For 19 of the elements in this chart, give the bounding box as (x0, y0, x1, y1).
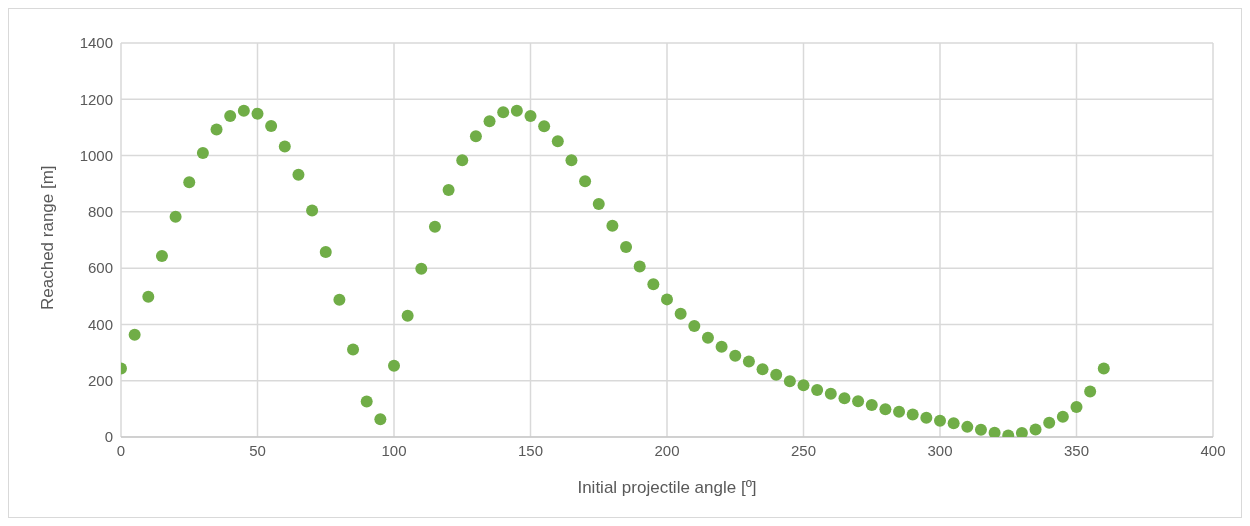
x-tick-label: 400 (1200, 441, 1226, 459)
y-tick-label: 0 (104, 428, 113, 446)
x-axis-title: Initial projectile angle [º] (577, 478, 757, 497)
y-tick-label: 800 (87, 203, 113, 221)
y-tick-label: 600 (87, 259, 113, 277)
x-tick-label: 0 (116, 441, 126, 459)
y-tick-label: 1000 (79, 146, 113, 164)
y-tick-label: 1200 (79, 90, 113, 108)
x-tick-label: 250 (790, 441, 817, 459)
y-tick-label: 400 (87, 315, 113, 333)
y-tick-label: 200 (87, 372, 113, 390)
x-tick-label: 150 (517, 441, 544, 459)
y-tick-label: 1400 (79, 34, 113, 52)
x-tick-label: 350 (1063, 441, 1090, 459)
x-tick-label: 300 (927, 441, 953, 459)
x-tick-label: 50 (249, 441, 266, 459)
y-axis-title: Reached range [m] (38, 165, 58, 310)
x-tick-label: 100 (381, 441, 407, 459)
x-tick-label: 200 (654, 441, 680, 459)
